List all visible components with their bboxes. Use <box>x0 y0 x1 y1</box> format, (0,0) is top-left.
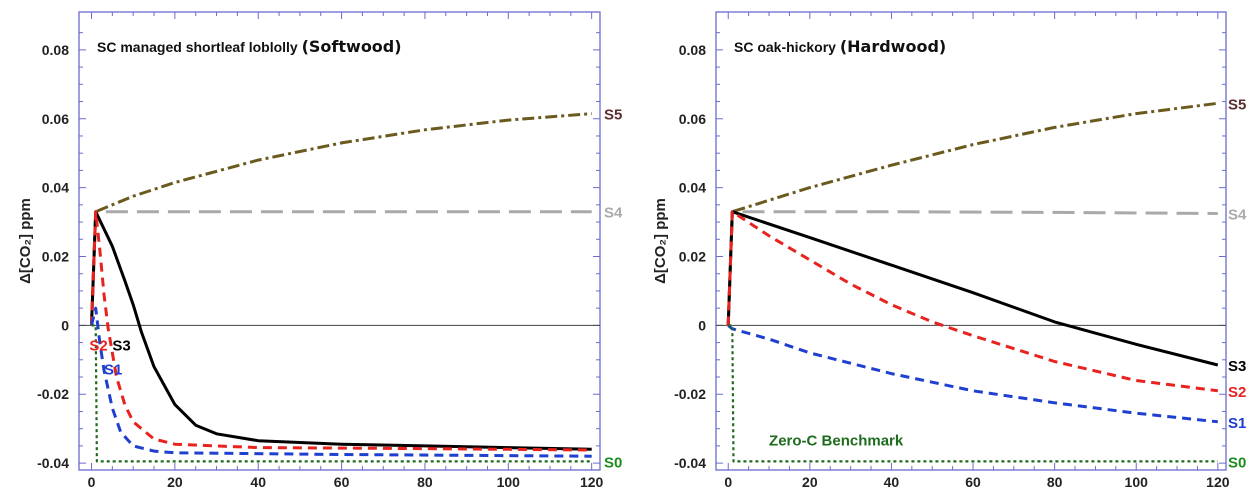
chart2-y-tick-label: 0 <box>698 317 706 333</box>
chart1-series-label-s1: S1 <box>104 361 122 378</box>
chart1-plot-frame <box>78 11 601 471</box>
chart2-x-tick-label: 120 <box>1206 474 1230 490</box>
chart2-annotation: Zero-C Benchmark <box>769 433 904 450</box>
chart1-series-label-s0: S0 <box>604 454 622 471</box>
chart1-series-s3 <box>90 210 592 451</box>
chart2-series-s5 <box>726 101 1218 326</box>
chart2-plot-frame <box>715 11 1227 471</box>
chart2-series-label-s4: S4 <box>1228 206 1247 223</box>
chart2-y-tick-label: 0.04 <box>679 180 706 196</box>
chart2-series-s3 <box>726 210 1219 367</box>
chart2-x-tick-label: 40 <box>884 474 900 490</box>
chart1-series-label-s4: S4 <box>604 205 623 222</box>
chart2-x-tick-label: 20 <box>802 474 818 490</box>
chart1-y-tick-label: -0.04 <box>37 455 69 471</box>
chart1-title-suffix: (Softwood) <box>302 37 402 56</box>
chart1-x-tick-label: 120 <box>580 474 604 490</box>
chart1-y-tick-label: -0.02 <box>37 386 69 402</box>
chart2-title-suffix: (Hardwood) <box>840 37 946 56</box>
chart1-series-label-s2: S2 <box>89 337 107 354</box>
chart2-series-label-s2: S2 <box>1228 384 1246 401</box>
chart2-x-tick-label: 60 <box>965 474 981 490</box>
chart1-series-s0 <box>91 324 592 463</box>
chart1-series-label-s5: S5 <box>604 107 622 124</box>
chart1-x-tick-label: 60 <box>334 474 350 490</box>
chart2-y-tick-label: -0.02 <box>674 386 706 402</box>
chart1-y-tick-label: 0.04 <box>42 180 69 196</box>
chart1-y-axis-label: Δ[CO₂] ppm <box>17 198 34 284</box>
chart2-x-tick-label: 100 <box>1125 474 1149 490</box>
chart2-series-label-s5: S5 <box>1228 96 1246 113</box>
chart2-series-s2 <box>726 210 1218 393</box>
chart2-x-tick-label: 0 <box>724 474 732 490</box>
chart1-x-tick-label: 80 <box>417 474 433 490</box>
chart1-series-s5 <box>90 112 592 326</box>
chart2-series-label-s3: S3 <box>1228 358 1246 375</box>
chart1-x-tick-label: 40 <box>250 474 266 490</box>
chart2-y-axis-label: Δ[CO₂] ppm <box>652 198 669 284</box>
chart1-series-s1 <box>90 306 592 458</box>
chart-panel-1: 0 20 40 60 80 100 120 -0.04 -0.02 0 0.02 0.04 0.06 0.… <box>17 11 623 491</box>
chart2-x-tick-label: 80 <box>1047 474 1063 490</box>
chart1-x-tick-label: 0 <box>88 474 96 490</box>
chart1-y-tick-label: 0.06 <box>42 111 69 127</box>
chart2-series-s1 <box>727 324 1218 424</box>
chart2-y-tick-label: 0.02 <box>679 248 706 264</box>
chart2-series-s0 <box>728 324 1218 463</box>
chart1-y-tick-label: 0.02 <box>42 248 69 264</box>
chart1-series-s4 <box>90 210 592 326</box>
chart2-y-tick-label: 0.06 <box>679 111 706 127</box>
chart2-series-s4 <box>726 210 1218 326</box>
chart1-x-tick-label: 100 <box>497 474 521 490</box>
chart1-series-s2 <box>90 210 592 452</box>
chart2-series-label-s0: S0 <box>1228 454 1246 471</box>
chart1-series-label-s3: S3 <box>112 337 130 354</box>
chart1-y-tick-label: 0.08 <box>42 42 69 58</box>
chart2-title: SC oak-hickory (Hardwood) <box>734 37 946 56</box>
chart2-y-tick-label: -0.04 <box>674 455 706 471</box>
chart2-y-tick-label: 0.08 <box>679 42 706 58</box>
chart1-x-tick-label: 20 <box>167 474 183 490</box>
chart1-title: SC managed shortleaf loblolly (Softwood) <box>97 37 402 56</box>
chart2-series-label-s1: S1 <box>1228 415 1246 432</box>
chart1-y-tick-label: 0 <box>61 317 69 333</box>
chart-panel-2: 0 20 40 60 80 100 120 -0.04 -0.02 0 0.02 0.04 0.06 0.… <box>652 11 1247 491</box>
